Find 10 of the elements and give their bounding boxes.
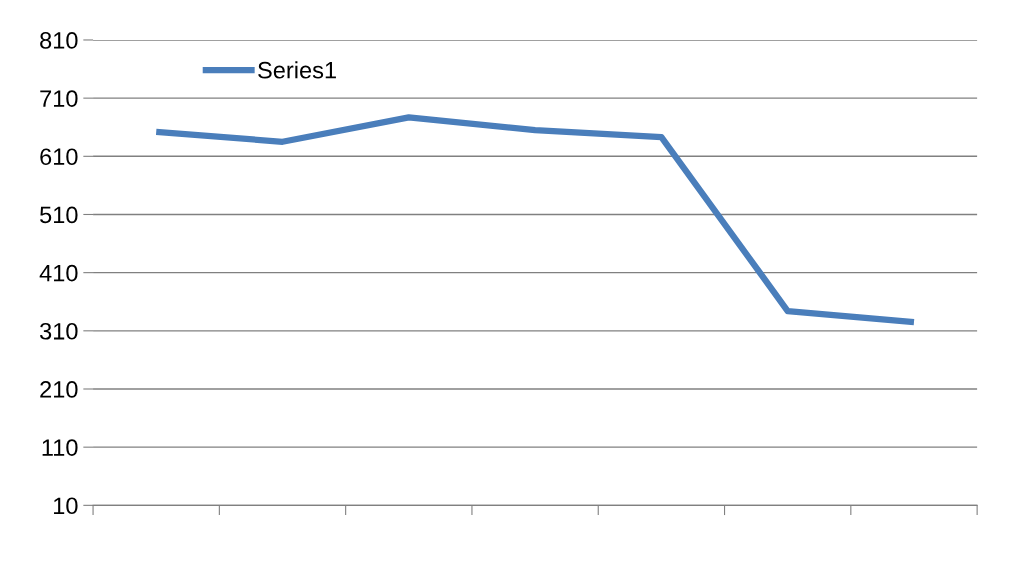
y-tick-label: 610 bbox=[40, 148, 78, 166]
legend-label: Series1 bbox=[258, 61, 336, 79]
y-tick-label: 10 bbox=[54, 497, 78, 515]
y-tick-label: 310 bbox=[39, 322, 78, 340]
y-tick-label: 810 bbox=[40, 32, 78, 49]
y-tick-label: 210 bbox=[40, 381, 78, 398]
y-tick-label: 510 bbox=[40, 206, 78, 224]
y-tick-label: 710 bbox=[40, 90, 78, 107]
y-tick-label: 110 bbox=[42, 439, 78, 456]
y-tick-label: 410 bbox=[39, 264, 78, 282]
